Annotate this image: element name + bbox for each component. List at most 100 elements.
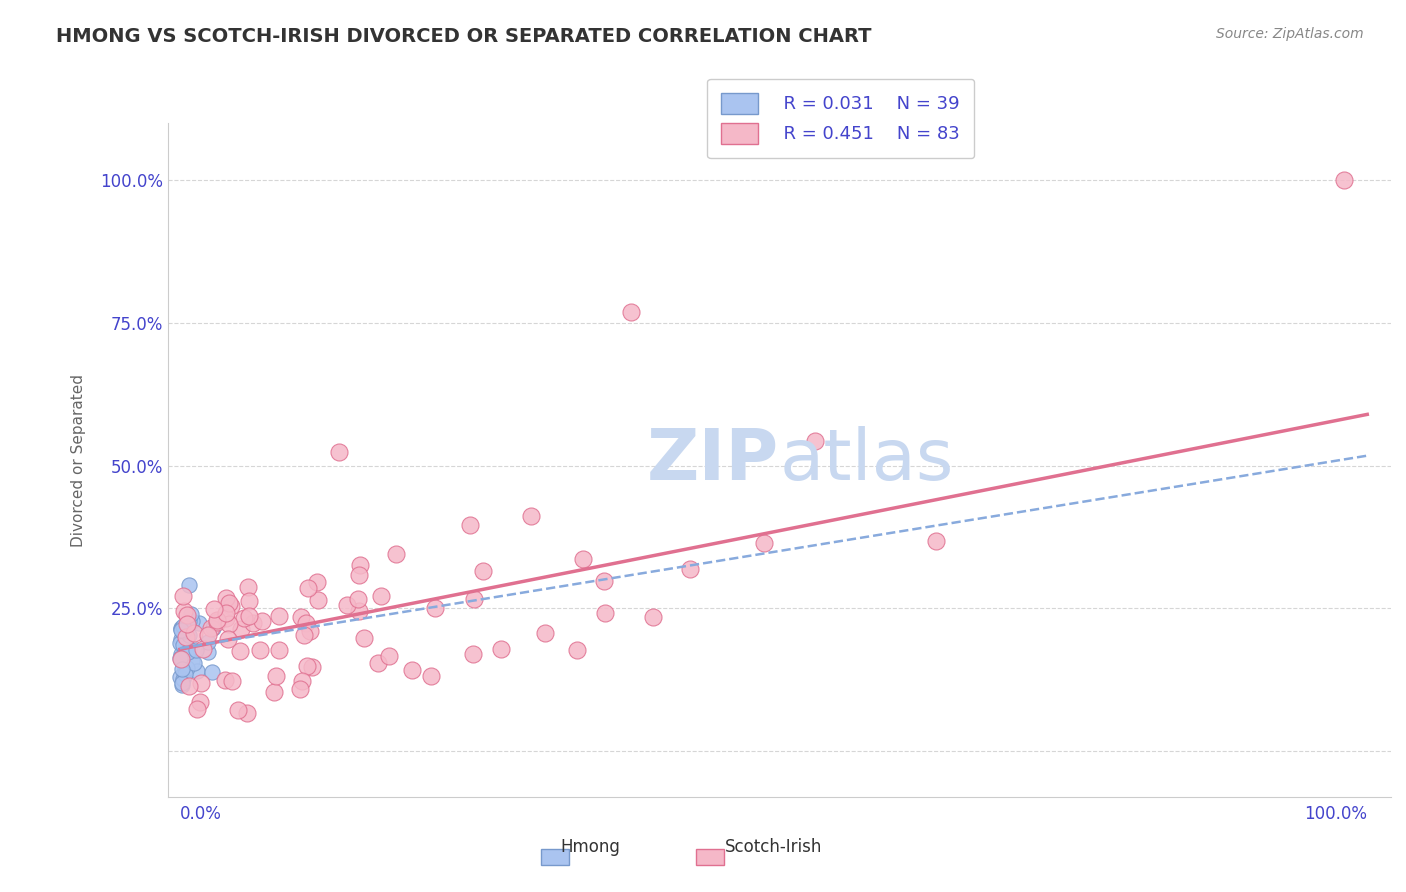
Text: atlas: atlas (779, 425, 953, 494)
Point (169, 670, 191, 684)
Point (172, 621, 194, 635)
Point (176, 616, 198, 631)
Point (385, 547, 408, 561)
Point (202, 602, 225, 616)
Point (263, 685, 285, 699)
Point (173, 665, 195, 679)
Point (236, 580, 259, 594)
Point (472, 564, 495, 578)
Point (177, 645, 200, 659)
Text: 100.0%: 100.0% (1305, 805, 1367, 823)
Point (197, 645, 219, 659)
Point (307, 593, 329, 607)
Text: Hmong: Hmong (561, 838, 620, 856)
Point (215, 591, 238, 606)
Point (172, 672, 194, 686)
Point (291, 674, 314, 689)
Point (174, 630, 197, 644)
Point (169, 650, 191, 665)
Point (170, 621, 193, 635)
Point (169, 636, 191, 650)
Point (172, 619, 194, 633)
Point (180, 607, 202, 622)
Point (188, 695, 211, 709)
Point (349, 558, 371, 572)
Point (186, 702, 208, 716)
Point (595, 606, 617, 620)
Point (176, 616, 198, 631)
Point (170, 654, 193, 668)
Point (169, 623, 191, 637)
Point (567, 643, 589, 657)
Point (174, 646, 197, 660)
Point (754, 536, 776, 550)
Point (172, 638, 194, 652)
Point (288, 682, 311, 697)
Point (804, 434, 827, 448)
Text: ZIP: ZIP (647, 425, 779, 494)
Text: 0.0%: 0.0% (180, 805, 222, 823)
Point (367, 656, 389, 670)
Point (173, 604, 195, 618)
Point (295, 616, 318, 631)
Point (172, 589, 194, 603)
Point (378, 649, 401, 664)
Point (305, 575, 328, 590)
Point (534, 626, 557, 640)
Point (249, 643, 271, 657)
Point (177, 615, 200, 629)
Point (242, 616, 264, 631)
Point (238, 594, 260, 608)
Point (290, 610, 312, 624)
Point (181, 654, 204, 668)
Point (250, 615, 273, 629)
Point (200, 622, 222, 636)
Point (267, 609, 290, 624)
Point (520, 508, 543, 523)
Point (173, 624, 195, 639)
Point (228, 644, 250, 658)
Point (463, 647, 485, 661)
Point (170, 647, 193, 661)
Point (179, 679, 201, 693)
Point (925, 534, 948, 549)
Point (170, 624, 193, 638)
Point (188, 616, 211, 631)
Point (180, 614, 202, 628)
Point (201, 665, 224, 679)
Point (328, 444, 350, 458)
Point (174, 667, 197, 681)
Text: Source: ZipAtlas.com: Source: ZipAtlas.com (1216, 27, 1364, 41)
Point (370, 589, 392, 603)
Point (191, 641, 214, 656)
Point (217, 632, 239, 647)
Point (301, 660, 323, 674)
Point (347, 605, 370, 619)
Point (229, 622, 252, 636)
Point (269, 643, 291, 657)
Point (641, 610, 664, 624)
Point (226, 703, 249, 717)
Point (170, 675, 193, 690)
Point (215, 611, 238, 625)
Text: HMONG VS SCOTCH-IRISH DIVORCED OR SEPARATED CORRELATION CHART: HMONG VS SCOTCH-IRISH DIVORCED OR SEPARA… (56, 27, 872, 45)
Point (214, 673, 236, 687)
Point (463, 592, 485, 607)
Point (232, 611, 254, 625)
Point (197, 634, 219, 648)
Point (170, 652, 193, 666)
Point (183, 656, 205, 670)
Point (184, 643, 207, 657)
Point (170, 662, 193, 676)
Point (205, 613, 228, 627)
Y-axis label: Divorced or Separated: Divorced or Separated (72, 374, 86, 547)
Point (190, 676, 212, 690)
Point (186, 665, 208, 679)
Point (214, 606, 236, 620)
Point (401, 663, 423, 677)
Point (489, 642, 512, 657)
Point (218, 617, 240, 632)
Point (1333, 173, 1355, 187)
Point (347, 592, 370, 607)
Point (264, 669, 287, 683)
